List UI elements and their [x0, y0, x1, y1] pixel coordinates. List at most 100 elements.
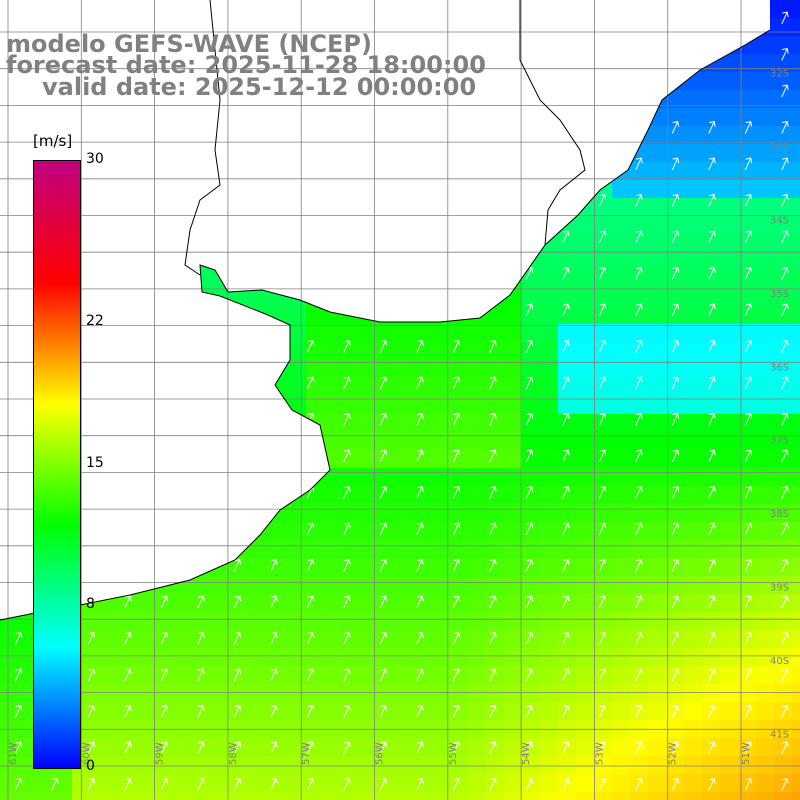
wind-arrow	[343, 705, 351, 718]
wind-arrow	[671, 632, 680, 645]
colorbar-tick-label: 15	[86, 454, 104, 471]
wind-arrow	[124, 668, 132, 682]
wind-arrow	[525, 668, 534, 682]
wind-arrow	[416, 705, 424, 718]
wind-arrow	[598, 522, 607, 536]
wind-arrow	[233, 595, 242, 609]
lon-label: 52W	[668, 742, 679, 765]
wind-arrow	[598, 595, 607, 609]
wind-arrow	[781, 84, 789, 98]
wind-arrow	[781, 340, 789, 353]
wind-arrow	[343, 778, 351, 791]
wind-arrow	[525, 303, 534, 317]
wind-arrow	[343, 486, 351, 499]
wind-arrow	[598, 449, 607, 463]
wind-arrow	[489, 413, 497, 426]
wind-arrow	[525, 559, 534, 572]
wind-arrow	[525, 449, 534, 463]
wind-arrow	[14, 741, 23, 755]
wind-arrow	[489, 376, 497, 390]
wind-arrow	[744, 559, 753, 572]
wind-arrow	[14, 595, 23, 609]
wind-arrow	[781, 559, 789, 572]
wind-arrow	[562, 413, 570, 426]
wind-arrow	[598, 668, 607, 682]
wind-arrow	[343, 522, 351, 536]
wind-arrow	[379, 559, 388, 572]
wind-arrow	[306, 741, 315, 755]
wind-arrow	[452, 705, 461, 718]
wind-arrow	[671, 413, 680, 426]
wind-arrow	[635, 522, 643, 536]
wind-arrow	[343, 668, 351, 682]
wind-arrow	[306, 705, 315, 718]
wind-arrow	[452, 486, 461, 499]
wind-arrow	[708, 632, 716, 645]
wind-arrow	[635, 559, 643, 572]
wind-arrow	[562, 194, 570, 207]
wind-arrow	[14, 705, 23, 718]
wind-arrow	[635, 486, 643, 499]
wind-arrow	[489, 778, 497, 791]
wind-arrow	[671, 522, 680, 536]
wind-arrow	[708, 595, 716, 609]
wind-arrow	[671, 230, 680, 244]
wind-arrow	[744, 267, 753, 280]
wind-arrow	[124, 741, 132, 755]
wind-arrow	[51, 778, 59, 791]
wind-arrow	[525, 194, 534, 207]
wind-arrow	[525, 376, 534, 390]
wind-arrow	[781, 778, 789, 791]
lat-label: 33S	[770, 142, 789, 153]
wind-arrow	[197, 705, 205, 718]
wind-arrow	[416, 522, 424, 536]
wind-arrow	[343, 559, 351, 572]
wind-arrow	[635, 705, 643, 718]
wind-arrow	[489, 340, 497, 353]
wind-arrow	[671, 340, 680, 353]
wind-arrow	[160, 705, 169, 718]
wind-arrow	[416, 486, 424, 499]
colorbar-tick-label: 0	[86, 758, 95, 774]
wind-arrow	[416, 559, 424, 572]
wind-arrow	[525, 413, 534, 426]
wind-arrow	[635, 121, 643, 134]
wind-arrow	[87, 668, 96, 682]
wind-arrow	[671, 559, 680, 572]
wind-arrow	[598, 486, 607, 499]
wind-arrow	[489, 559, 497, 572]
wind-arrow	[708, 705, 716, 718]
wind-arrow	[452, 741, 461, 755]
wind-arrow	[233, 705, 242, 718]
wind-arrow	[306, 522, 315, 536]
wind-arrow	[708, 522, 716, 536]
wind-arrow	[781, 157, 789, 171]
wind-arrow	[671, 267, 680, 280]
wind-arrow	[708, 194, 716, 207]
wind-arrow	[379, 486, 388, 499]
wind-arrow	[708, 741, 716, 755]
lon-label: 60W	[81, 742, 92, 765]
wind-arrow	[635, 741, 643, 755]
wind-arrow	[525, 705, 534, 718]
wind-arrow	[525, 595, 534, 609]
wind-arrow	[379, 668, 388, 682]
wind-arrow	[160, 632, 169, 645]
wind-arrow	[452, 376, 461, 390]
wind-arrow	[744, 376, 753, 390]
wind-arrow	[635, 194, 643, 207]
wind-arrow	[489, 486, 497, 499]
wind-arrow	[635, 595, 643, 609]
wind-arrow	[416, 632, 424, 645]
wind-arrow	[708, 267, 716, 280]
wind-arrow	[525, 522, 534, 536]
wind-arrow	[635, 230, 643, 244]
forecast-date: forecast date: 2025-11-28 18:00:00	[6, 51, 486, 79]
grid-labels: 32S 33S 34S 35S 36S 37S 38S 39S 40S 41S 61W 60W 59W 5…	[8, 69, 789, 765]
wind-arrow	[598, 194, 607, 207]
wind-arrow	[562, 741, 570, 755]
wind-arrow	[708, 778, 716, 791]
wind-arrow	[379, 595, 388, 609]
wind-arrow	[562, 303, 570, 317]
wind-arrow	[708, 157, 716, 171]
